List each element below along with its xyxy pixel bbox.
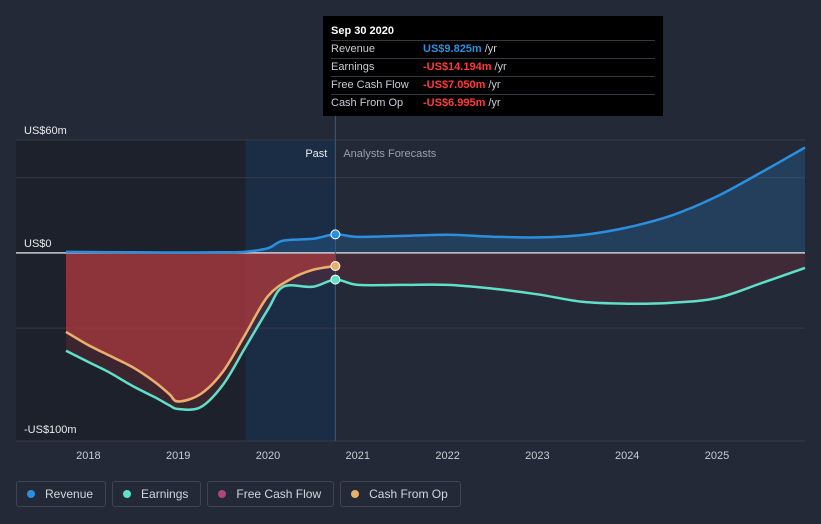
- legend-label: Revenue: [45, 487, 94, 501]
- tooltip-value: -US$7.050m: [423, 79, 486, 91]
- earnings-marker: [330, 274, 341, 285]
- tooltip-row-free-cash-flow: Free Cash Flow -US$7.050m /yr: [331, 76, 655, 94]
- revenue-area: [65, 147, 806, 253]
- free-cash-flow-area: [65, 252, 336, 402]
- revenue-marker: [330, 229, 341, 240]
- forecast-label: Analysts Forecasts: [343, 148, 436, 160]
- legend-dot-icon: [27, 490, 35, 498]
- y-tick-label: US$0: [24, 238, 52, 250]
- x-tick-label: 2018: [76, 450, 100, 462]
- cash-from-op-line: [65, 264, 336, 403]
- tooltip-value: -US$6.995m: [423, 97, 486, 109]
- legend-item-revenue[interactable]: Revenue: [16, 481, 107, 507]
- legend: Revenue Earnings Free Cash Flow Cash Fro…: [16, 481, 467, 509]
- tooltip-row-earnings: Earnings -US$14.194m /yr: [331, 58, 655, 76]
- legend-dot-icon: [351, 490, 360, 498]
- tooltip-unit: /yr: [488, 79, 501, 91]
- x-tick-label: 2022: [435, 450, 459, 462]
- legend-label: Earnings: [141, 487, 189, 501]
- legend-item-cash-from-op[interactable]: Cash From Op: [340, 481, 461, 507]
- x-tick-label: 2024: [615, 450, 639, 462]
- x-tick-label: 2021: [346, 450, 370, 462]
- legend-dot-icon: [123, 490, 132, 498]
- chart-area: US$60m US$0 -US$100m 2018 2019 2020 2021 2022 20…: [16, 96, 806, 462]
- tooltip-unit: /yr: [484, 43, 497, 55]
- legend-item-earnings[interactable]: Earnings: [112, 481, 202, 507]
- x-tick-label: 2020: [256, 450, 280, 462]
- y-tick-label: -US$100m: [24, 424, 77, 436]
- legend-dot-icon: [218, 490, 227, 498]
- x-tick-label: 2025: [705, 450, 729, 462]
- tooltip: Sep 30 2020 Revenue US$9.825m /yr Earnin…: [323, 16, 663, 116]
- cash-from-op-marker: [330, 261, 341, 272]
- legend-label: Cash From Op: [369, 487, 448, 501]
- tooltip-label: Cash From Op: [331, 97, 404, 109]
- tooltip-date: Sep 30 2020: [331, 25, 394, 37]
- tooltip-unit: /yr: [494, 61, 507, 73]
- legend-item-free-cash-flow[interactable]: Free Cash Flow: [207, 481, 335, 507]
- past-label: Past: [305, 148, 327, 160]
- tooltip-label: Earnings: [331, 61, 375, 73]
- y-tick-label: US$60m: [24, 125, 67, 137]
- tooltip-value: -US$14.194m: [423, 61, 492, 73]
- tooltip-label: Revenue: [331, 43, 376, 55]
- legend-label: Free Cash Flow: [236, 487, 322, 501]
- revenue-line: [65, 146, 806, 254]
- earnings-line: [65, 266, 806, 411]
- tooltip-value: US$9.825m: [423, 43, 482, 55]
- tooltip-row-revenue: Revenue US$9.825m /yr: [331, 40, 655, 58]
- tooltip-label: Free Cash Flow: [331, 79, 409, 91]
- tooltip-unit: /yr: [488, 97, 501, 109]
- x-tick-label: 2019: [166, 450, 190, 462]
- tooltip-row-cash-from-op: Cash From Op -US$6.995m /yr: [331, 94, 655, 112]
- x-tick-label: 2023: [525, 450, 549, 462]
